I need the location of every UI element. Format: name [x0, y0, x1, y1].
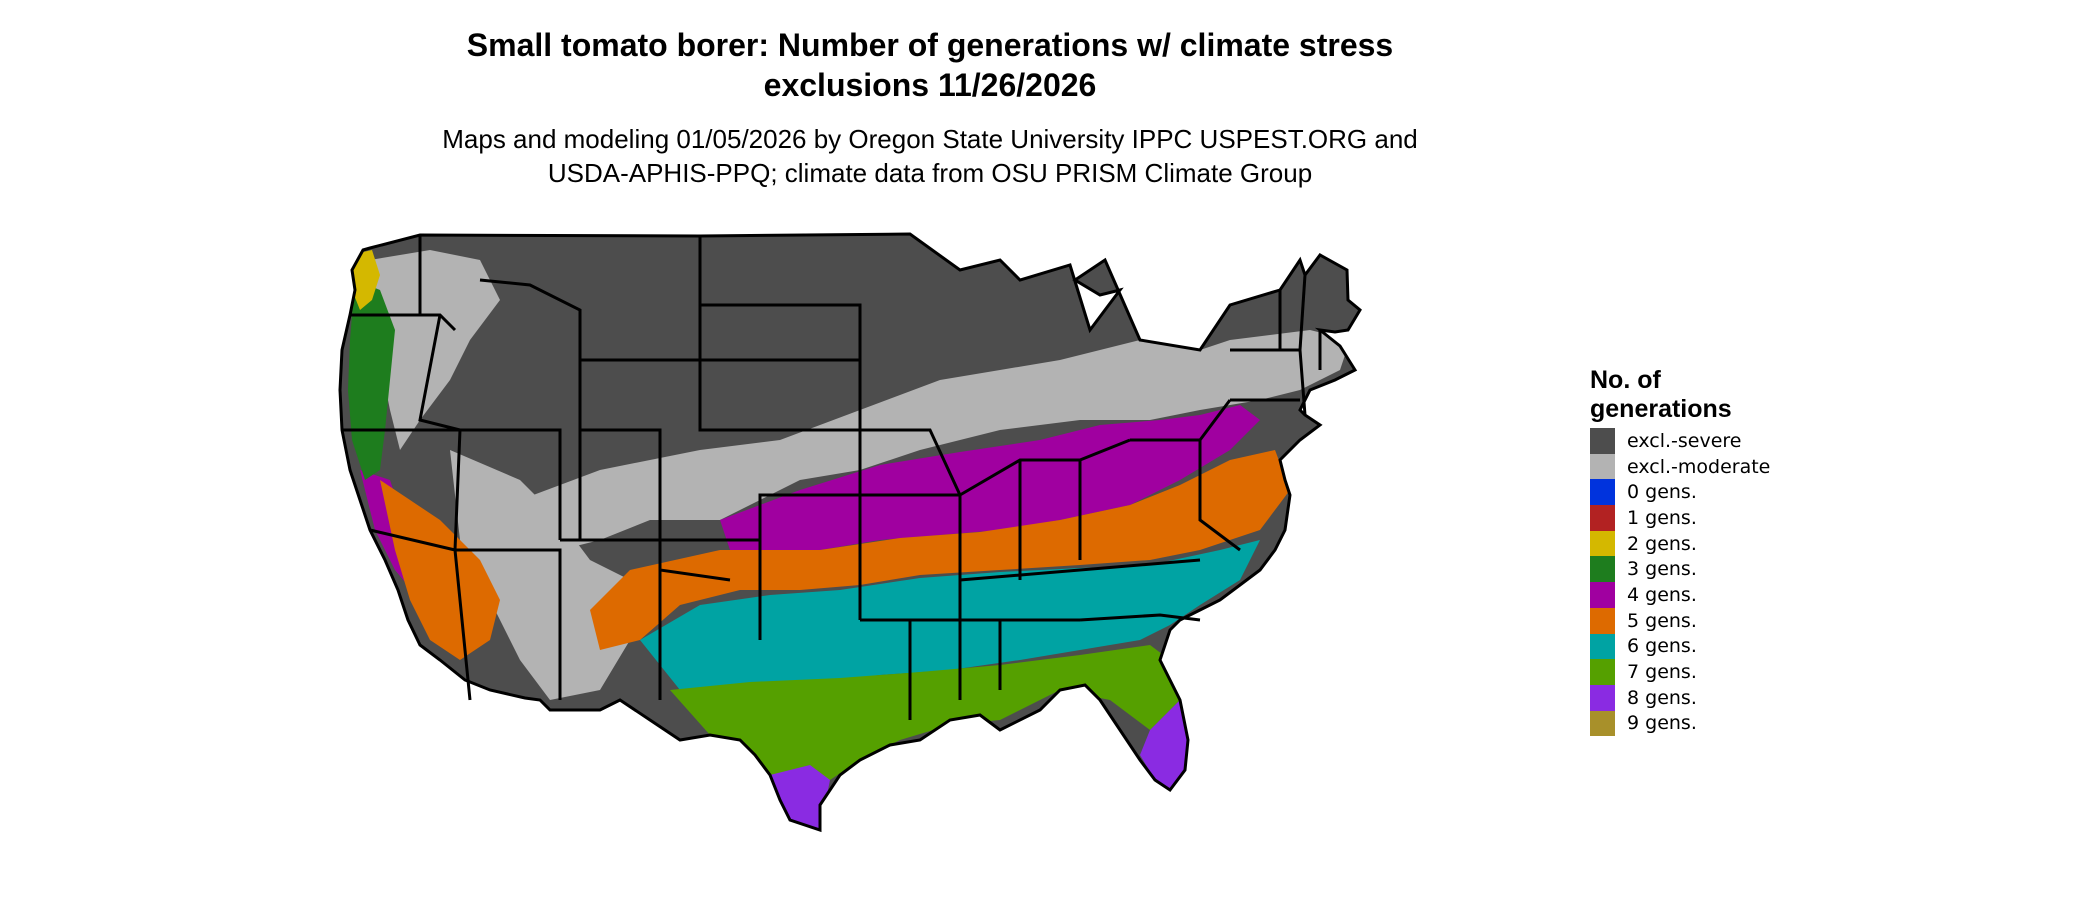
map-title-line2: exclusions 11/26/2026: [763, 67, 1097, 103]
zone-7-gens: [670, 645, 1180, 795]
legend-item: 8 gens.: [1590, 684, 1770, 711]
legend-swatch: [1590, 659, 1615, 685]
legend-swatch: [1590, 530, 1615, 557]
legend-label: 1 gens.: [1627, 506, 1697, 529]
map-subtitle-line1: Maps and modeling 01/05/2026 by Oregon S…: [442, 124, 1418, 154]
map-subtitle-line2: USDA-APHIS-PPQ; climate data from OSU PR…: [547, 158, 1313, 188]
legend-item: 0 gens.: [1590, 479, 1770, 506]
legend-swatch: [1590, 556, 1615, 583]
legend-title-line2: generations: [1590, 395, 1732, 423]
legend-label: 2 gens.: [1627, 532, 1697, 555]
legend-swatch: [1590, 428, 1615, 454]
legend-item: excl.-severe: [1590, 428, 1770, 454]
zone-5-gens-west: [380, 480, 500, 660]
legend-item: 4 gens.: [1590, 582, 1770, 608]
legend-label: 5 gens.: [1627, 609, 1697, 632]
legend-title-line1: No. of: [1590, 366, 1661, 394]
legend-label: 9 gens.: [1627, 712, 1697, 735]
legend-item: 2 gens.: [1590, 530, 1770, 557]
legend-item: 7 gens.: [1590, 659, 1770, 685]
legend-swatch: [1590, 505, 1615, 531]
zone-8-gens-florida: [1140, 700, 1190, 790]
zone-excl-moderate: [490, 330, 1350, 550]
zone-excl-moderate-southwest: [450, 450, 630, 700]
generations-legend: No. of generations excl.-severe excl.-mod…: [1590, 366, 1771, 737]
legend-label: 8 gens.: [1627, 686, 1697, 709]
map-title-line1: Small tomato borer: Number of generation…: [466, 27, 1394, 63]
legend-label: excl.-moderate: [1627, 455, 1771, 478]
legend-item: 6 gens.: [1590, 633, 1770, 660]
zone-2-gens: [350, 250, 380, 310]
map-title: Small tomato borer: Number of generation…: [0, 25, 1860, 105]
legend-label: excl.-severe: [1627, 429, 1742, 452]
legend-label: 3 gens.: [1627, 558, 1697, 581]
state-borders: [338, 232, 1362, 833]
legend-title: No. of generations: [1590, 366, 1770, 424]
legend-label: 6 gens.: [1627, 635, 1697, 658]
legend-item: 9 gens.: [1590, 710, 1770, 737]
legend-items: excl.-severe excl.-moderate 0 gens. 1 gens.…: [1590, 428, 1771, 737]
legend-swatch: [1590, 582, 1615, 608]
legend-label: 4 gens.: [1627, 583, 1697, 606]
legend-label: 0 gens.: [1627, 481, 1697, 504]
legend-item: 5 gens.: [1590, 607, 1770, 634]
legend-swatch: [1590, 710, 1615, 737]
zone-excl-moderate-west: [370, 250, 500, 450]
legend-item: excl.-moderate: [1590, 453, 1771, 480]
legend-swatch: [1590, 633, 1615, 660]
legend-swatch: [1590, 607, 1615, 634]
us-generations-map: [338, 232, 1362, 833]
legend-item: 1 gens.: [1590, 505, 1770, 531]
zone-6-gens: [640, 540, 1260, 690]
legend-swatch: [1590, 684, 1615, 711]
map-subtitle: Maps and modeling 01/05/2026 by Oregon S…: [0, 122, 1860, 190]
legend-item: 3 gens.: [1590, 556, 1770, 583]
zone-4-gens: [720, 405, 1260, 560]
legend-swatch: [1590, 453, 1615, 480]
zone-5-gens: [590, 450, 1290, 650]
legend-swatch: [1590, 479, 1615, 506]
legend-label: 7 gens.: [1627, 661, 1697, 684]
zone-8-gens: [770, 765, 830, 830]
